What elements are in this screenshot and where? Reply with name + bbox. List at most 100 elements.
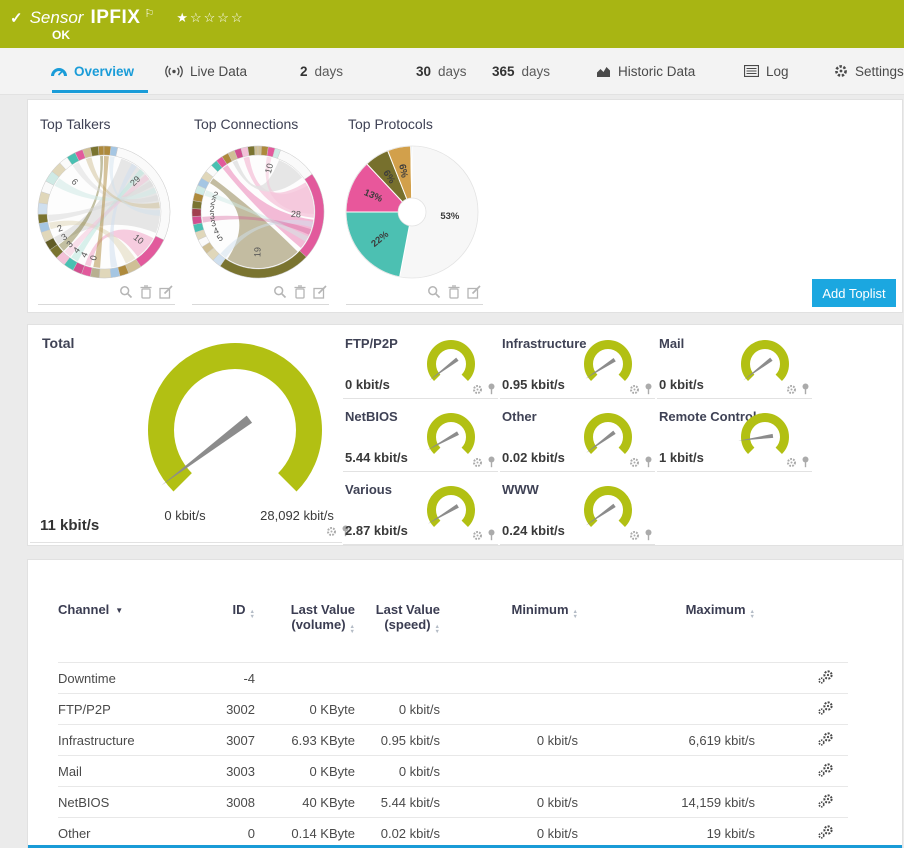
live-data-icon — [165, 65, 183, 77]
toplist-card-top-protocols: Top Protocols 53% 22% 13% 6% 6% — [345, 108, 483, 305]
col-header-channel[interactable]: Channel ▼ — [58, 602, 124, 617]
priority-stars[interactable]: ★☆☆☆☆ — [176, 10, 245, 25]
channel-last-speed: 0.95 kbit/s — [355, 724, 440, 756]
gear-icon[interactable] — [629, 384, 640, 395]
pin-icon[interactable] — [801, 456, 810, 468]
table-row[interactable]: Other 0 0.14 KByte 0.02 kbit/s 0 kbit/s … — [58, 817, 848, 848]
channel-settings-icon[interactable] — [817, 793, 834, 812]
toplist-edit-icon[interactable] — [467, 285, 481, 299]
channel-name: Downtime — [58, 662, 223, 694]
channel-maximum: 19 kbit/s — [578, 817, 755, 848]
channel-last-speed: 0 kbit/s — [355, 693, 440, 725]
channel-settings-icon[interactable] — [817, 824, 834, 843]
channel-minimum — [440, 693, 578, 725]
toplist-delete-icon[interactable] — [294, 285, 306, 299]
pin-icon[interactable] — [801, 383, 810, 395]
channel-gauge-value: 0 kbit/s — [659, 377, 704, 392]
gear-icon[interactable] — [786, 384, 797, 395]
area-chart-icon — [597, 66, 610, 77]
channel-id: 3002 — [223, 693, 255, 725]
gear-icon[interactable] — [629, 457, 640, 468]
toplist-zoom-icon[interactable] — [427, 285, 441, 299]
svg-text:6: 6 — [69, 177, 80, 188]
tab-365-days[interactable]: 365 days — [492, 63, 551, 79]
toplist-title: Top Protocols — [348, 116, 433, 132]
flag-icon[interactable]: ⚐ — [144, 8, 155, 20]
sort-icon: ▲ ▼ — [249, 609, 255, 620]
log-list-icon — [744, 65, 759, 77]
channel-name: Mail — [58, 755, 223, 787]
toplist-zoom-icon[interactable] — [273, 285, 287, 299]
tab-historic-data[interactable]: Historic Data — [596, 48, 695, 94]
channel-id: 3008 — [223, 786, 255, 818]
gear-icon[interactable] — [326, 526, 337, 537]
sort-desc-icon: ▼ — [115, 606, 124, 615]
gauge-cell-various: Various 2.87 kbit/s — [343, 478, 498, 545]
channel-gauge-label: Infrastructure — [502, 336, 587, 351]
gear-icon — [835, 65, 847, 77]
channel-last-volume: 0 KByte — [255, 755, 355, 787]
toplist-chart[interactable]: 29 10 6 2 3 3 4 4 0 — [34, 142, 174, 282]
svg-text:4: 4 — [71, 245, 82, 255]
toplist-edit-icon[interactable] — [159, 285, 173, 299]
gear-icon[interactable] — [786, 457, 797, 468]
channel-settings-icon[interactable] — [817, 669, 834, 688]
pin-icon[interactable] — [487, 456, 496, 468]
channel-last-volume: 6.93 KByte — [255, 724, 355, 756]
total-gauge — [140, 333, 330, 528]
toplist-zoom-icon[interactable] — [119, 285, 133, 299]
gauge-cell-netbios: NetBIOS 5.44 kbit/s — [343, 405, 498, 472]
toplist-chart[interactable]: 10 28 19 2 2 2 3 3 4 5 — [188, 142, 328, 282]
toplist-delete-icon[interactable] — [140, 285, 152, 299]
toplist-delete-icon[interactable] — [448, 285, 460, 299]
channel-table-panel: Channel ▼ ID ▲ ▼ Last Value (volume) ▲ ▼ Last … — [28, 560, 902, 848]
col-header-last-value-speed[interactable]: Last Value (speed) ▲ ▼ — [375, 602, 440, 635]
channel-id: -4 — [223, 662, 255, 694]
table-row[interactable]: NetBIOS 3008 40 KByte 5.44 kbit/s 0 kbit… — [58, 786, 848, 818]
table-row[interactable]: Downtime -4 — [58, 662, 848, 694]
pin-icon[interactable] — [487, 383, 496, 395]
table-row[interactable]: Mail 3003 0 KByte 0 kbit/s — [58, 755, 848, 787]
toplist-edit-icon[interactable] — [313, 285, 327, 299]
tab-30-days[interactable]: 30 days — [416, 63, 467, 79]
channel-minimum: 0 kbit/s — [440, 786, 578, 818]
tab-bar: Overview Live Data 2 days 30 days 365 days … — [0, 48, 904, 95]
pin-icon[interactable] — [341, 525, 350, 537]
gear-icon[interactable] — [472, 384, 483, 395]
channel-settings-icon[interactable] — [817, 700, 834, 719]
table-row[interactable]: FTP/P2P 3002 0 KByte 0 kbit/s — [58, 693, 848, 725]
table-row[interactable]: Infrastructure 3007 6.93 KByte 0.95 kbit… — [58, 724, 848, 756]
pin-icon[interactable] — [644, 456, 653, 468]
svg-text:4: 4 — [79, 250, 90, 259]
toplist-chart[interactable]: 53% 22% 13% 6% 6% — [342, 142, 482, 282]
channel-last-speed: 0 kbit/s — [355, 755, 440, 787]
active-tab-underline — [52, 90, 148, 93]
channel-settings-icon[interactable] — [817, 762, 834, 781]
pin-icon[interactable] — [644, 383, 653, 395]
channel-settings-icon[interactable] — [817, 731, 834, 750]
status-badge: OK — [52, 28, 70, 42]
gear-icon[interactable] — [629, 530, 640, 541]
pin-icon[interactable] — [487, 529, 496, 541]
tab-settings[interactable]: Settings — [834, 48, 904, 94]
gear-icon[interactable] — [472, 457, 483, 468]
gear-icon[interactable] — [472, 530, 483, 541]
col-header-maximum[interactable]: Maximum ▲ ▼ — [685, 602, 755, 620]
total-gauge-max: 28,092 kbit/s — [260, 508, 334, 523]
tab-live-data[interactable]: Live Data — [165, 48, 247, 94]
tab-2-days[interactable]: 2 days — [300, 63, 344, 79]
col-header-last-value-volume[interactable]: Last Value (volume) ▲ ▼ — [290, 602, 355, 635]
channel-last-volume — [255, 662, 355, 694]
col-header-minimum[interactable]: Minimum ▲ ▼ — [511, 602, 578, 620]
svg-text:29: 29 — [128, 174, 142, 188]
tab-log[interactable]: Log — [744, 48, 789, 94]
svg-text:2: 2 — [209, 204, 215, 214]
tab-overview[interactable]: Overview — [50, 48, 134, 94]
channel-gauge-value: 0 kbit/s — [345, 377, 390, 392]
svg-text:6%: 6% — [396, 163, 410, 179]
add-toplist-button[interactable]: Add Toplist — [812, 279, 896, 307]
channel-gauge-value: 5.44 kbit/s — [345, 450, 408, 465]
pin-icon[interactable] — [644, 529, 653, 541]
col-header-id[interactable]: ID ▲ ▼ — [232, 602, 255, 620]
